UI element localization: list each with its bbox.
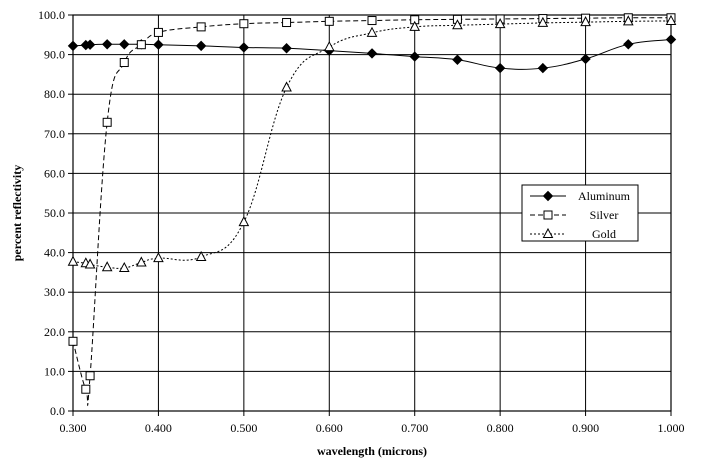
legend-label-aluminum: Aluminum <box>578 189 631 203</box>
silver-point <box>136 40 146 50</box>
legend: Aluminum Silver Gold <box>521 184 639 242</box>
series-aluminum <box>67 34 677 74</box>
x-tick-label: 0.700 <box>401 421 428 435</box>
y-tick-label: 100.0 <box>38 8 65 22</box>
silver-point <box>68 336 78 346</box>
aluminum-point <box>409 51 420 62</box>
series-gold <box>67 14 677 273</box>
gold-point <box>67 255 79 266</box>
silver-line <box>72 17 672 407</box>
gold-point <box>84 258 96 269</box>
gold-point <box>366 26 378 37</box>
x-axis-label: wavelength (microns) <box>317 444 427 458</box>
aluminum-point <box>537 62 549 74</box>
x-tick-label: 0.400 <box>145 421 172 435</box>
x-tick-label: 0.300 <box>60 421 87 435</box>
aluminum-point <box>119 39 130 50</box>
y-tick-label: 30.0 <box>44 285 65 299</box>
y-axis-label: percent reflectivity <box>10 165 24 262</box>
gold-point <box>118 261 130 273</box>
y-tick-label: 20.0 <box>44 325 65 339</box>
silver-point <box>119 58 129 68</box>
axes <box>68 14 672 416</box>
x-tick-label: 0.500 <box>230 421 257 435</box>
y-tick-label: 0.0 <box>50 404 65 418</box>
aluminum-point <box>67 40 79 52</box>
gold-point <box>494 18 506 29</box>
silver-point <box>239 19 249 29</box>
gold-point <box>195 250 207 261</box>
aluminum-point <box>623 39 634 50</box>
plot-area-frame <box>72 14 672 412</box>
aluminum-point <box>281 43 292 54</box>
y-tick-label: 90.0 <box>44 48 65 62</box>
gold-point <box>281 81 292 92</box>
gold-point <box>101 261 113 272</box>
y-tick-label: 10.0 <box>44 364 65 378</box>
silver-point <box>367 16 377 26</box>
gold-point <box>153 252 164 263</box>
legend-label-silver: Silver <box>590 208 619 222</box>
legend-marker-aluminum <box>542 190 554 202</box>
y-tick-label: 80.0 <box>44 87 65 101</box>
x-tick-label: 0.600 <box>316 421 343 435</box>
silver-point <box>81 384 91 394</box>
aluminum-point <box>452 54 463 65</box>
y-tick-label: 70.0 <box>44 127 65 141</box>
legend-marker-silver <box>543 210 553 220</box>
gold-point <box>580 16 591 27</box>
silver-point <box>324 16 334 26</box>
silver-point <box>196 22 206 32</box>
aluminum-point <box>153 39 164 50</box>
silver-point <box>282 18 292 28</box>
silver-point <box>85 371 95 381</box>
aluminum-point <box>494 62 506 74</box>
aluminum-point <box>665 34 677 45</box>
y-tick-label: 40.0 <box>44 246 65 260</box>
gold-point <box>452 19 463 30</box>
gold-point <box>537 16 549 27</box>
legend-marker-gold <box>542 227 554 238</box>
aluminum-point <box>101 39 113 50</box>
y-tick-label: 60.0 <box>44 166 65 180</box>
x-tick-label: 0.900 <box>572 421 599 435</box>
aluminum-point <box>238 42 250 53</box>
gold-point <box>238 216 250 227</box>
series-layer <box>67 13 677 407</box>
gold-point <box>409 20 421 31</box>
y-tick-label: 50.0 <box>44 206 65 220</box>
aluminum-point <box>580 53 591 65</box>
legend-box <box>521 184 639 242</box>
y-tick-labels: 0.0 10.0 20.0 30.0 40.0 50.0 60.0 70.0 80.0 90.0 1… <box>38 8 65 418</box>
gold-point <box>136 256 147 267</box>
gold-point <box>665 14 677 25</box>
legend-label-gold: Gold <box>592 227 616 241</box>
gold-point <box>622 15 634 26</box>
aluminum-point <box>195 40 207 52</box>
aluminum-point <box>366 48 378 59</box>
aluminum-point <box>84 39 96 50</box>
silver-point <box>102 117 112 127</box>
x-tick-label: 1.000 <box>658 421 685 435</box>
x-tick-labels: 0.300 0.400 0.500 0.600 0.700 0.800 0.900 1.000 <box>60 421 685 435</box>
x-tick-label: 0.800 <box>487 421 514 435</box>
gold-point <box>323 41 335 52</box>
silver-point <box>153 27 163 37</box>
